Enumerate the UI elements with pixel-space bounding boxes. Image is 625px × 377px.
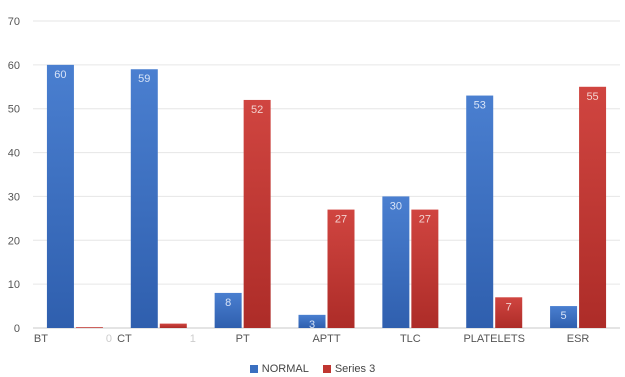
y-tick-label: 20 [8,235,20,247]
x-tick-label: PT [236,333,250,345]
data-label: 7 [506,301,512,313]
bar-normal [466,95,494,328]
data-label: 53 [474,100,486,112]
bar-series-3 [579,86,607,329]
x-tick-label: BT [34,333,48,345]
data-label: 59 [138,73,150,85]
bar-series-3 [327,209,355,328]
legend-label-series3: Series 3 [334,363,376,375]
gridlines [33,20,620,329]
data-label: 3 [309,319,315,331]
x-tick-label: PLATELETS [463,333,525,345]
bar-normal [46,64,74,328]
x-tick-label: TLC [400,333,421,345]
bar-series-3 [159,323,187,328]
bar-series-3 [75,327,103,328]
data-label: 60 [54,69,66,81]
bar-normal [130,69,158,328]
bar-normal [382,196,410,328]
x-tick-label: APTT [312,333,340,345]
data-label: 52 [251,104,263,116]
data-label: 55 [586,91,598,103]
bar-normal [550,306,578,328]
y-tick-label: 0 [14,323,20,335]
y-tick-label: 40 [8,148,20,160]
bar-normal [214,292,242,328]
legend-item-normal: NORMAL [249,363,309,375]
data-label: 8 [225,297,231,309]
data-label: 27 [419,214,431,226]
data-label: 5 [561,310,567,322]
legend-swatch-series3 [322,365,331,373]
data-label: 1 [190,333,196,345]
x-axis: BT CT PT APTT TLC PLATELETS ESR [34,333,590,345]
legend-item-series3: Series 3 [322,363,376,375]
data-label: 30 [390,200,402,212]
y-tick-label: 50 [8,104,20,116]
bar-series-3 [411,209,439,328]
legend: NORMAL Series 3 [0,362,625,376]
data-label: 0 [106,333,112,345]
y-tick-label: 30 [8,191,20,203]
legend-label-normal: NORMAL [261,363,309,375]
y-tick-label: 10 [8,279,20,291]
legend-swatch-normal [249,365,258,373]
bar-normal [298,314,326,328]
y-axis: 0 10 20 30 40 50 60 70 [8,16,20,335]
x-tick-label: CT [117,333,132,345]
bar-series-3 [243,99,271,328]
x-tick-label: ESR [567,333,590,345]
data-label: 27 [335,214,347,226]
y-tick-label: 60 [8,60,20,72]
bar-series-3 [495,297,523,328]
y-tick-label: 70 [8,16,20,28]
